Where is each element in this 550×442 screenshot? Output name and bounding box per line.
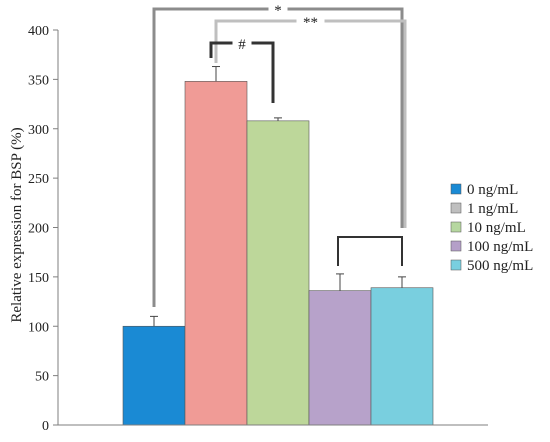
y-axis-label: Relative expression for BSP (%) <box>9 127 25 322</box>
y-tick-label: 100 <box>28 320 49 335</box>
legend-label: 1 ng/mL <box>467 201 518 217</box>
legend-label: 0 ng/mL <box>467 182 518 198</box>
y-tick-label: 200 <box>28 222 49 237</box>
legend-swatch <box>450 221 462 233</box>
legend-swatch <box>450 183 462 195</box>
significance-brackets: ***# <box>152 1 407 307</box>
y-tick-label: 250 <box>28 172 49 187</box>
bracket-label-bg <box>232 35 252 49</box>
significance-label: # <box>238 37 246 53</box>
bracket-label-bg <box>268 1 288 15</box>
bar-100-ng-ml <box>308 290 372 426</box>
bar-500-ng-ml <box>370 287 434 426</box>
legend-label: 100 ng/mL <box>467 239 533 255</box>
bars-group <box>122 81 434 426</box>
bar-10-ng-ml <box>246 120 310 426</box>
bar-1-ng-ml <box>184 81 248 426</box>
legend-swatch <box>450 202 462 214</box>
y-tick-label: 400 <box>28 24 49 39</box>
bracket-label-bg <box>296 13 325 27</box>
bar-0-ng-ml <box>122 325 186 426</box>
legend-label: 500 ng/mL <box>467 258 533 274</box>
y-tick-label: 0 <box>42 419 49 434</box>
significance-label: ** <box>303 15 318 31</box>
axes-group: 0 50 100 150 200 250 300 350 400 <box>28 24 488 434</box>
significance-bracket <box>337 236 403 266</box>
legend: 0 ng/mL 1 ng/mL 10 ng/mL 100 ng/mL 500 ng/mL <box>450 182 533 274</box>
y-tick-label: 350 <box>28 73 49 88</box>
significance-label: * <box>274 3 282 19</box>
y-tick-label: 300 <box>28 123 49 138</box>
legend-swatch <box>450 240 462 252</box>
y-tick-label: 50 <box>35 370 49 385</box>
legend-swatch <box>450 259 462 271</box>
error-bars-group <box>150 66 406 327</box>
y-tick-label: 150 <box>28 271 49 286</box>
legend-label: 10 ng/mL <box>467 220 526 236</box>
